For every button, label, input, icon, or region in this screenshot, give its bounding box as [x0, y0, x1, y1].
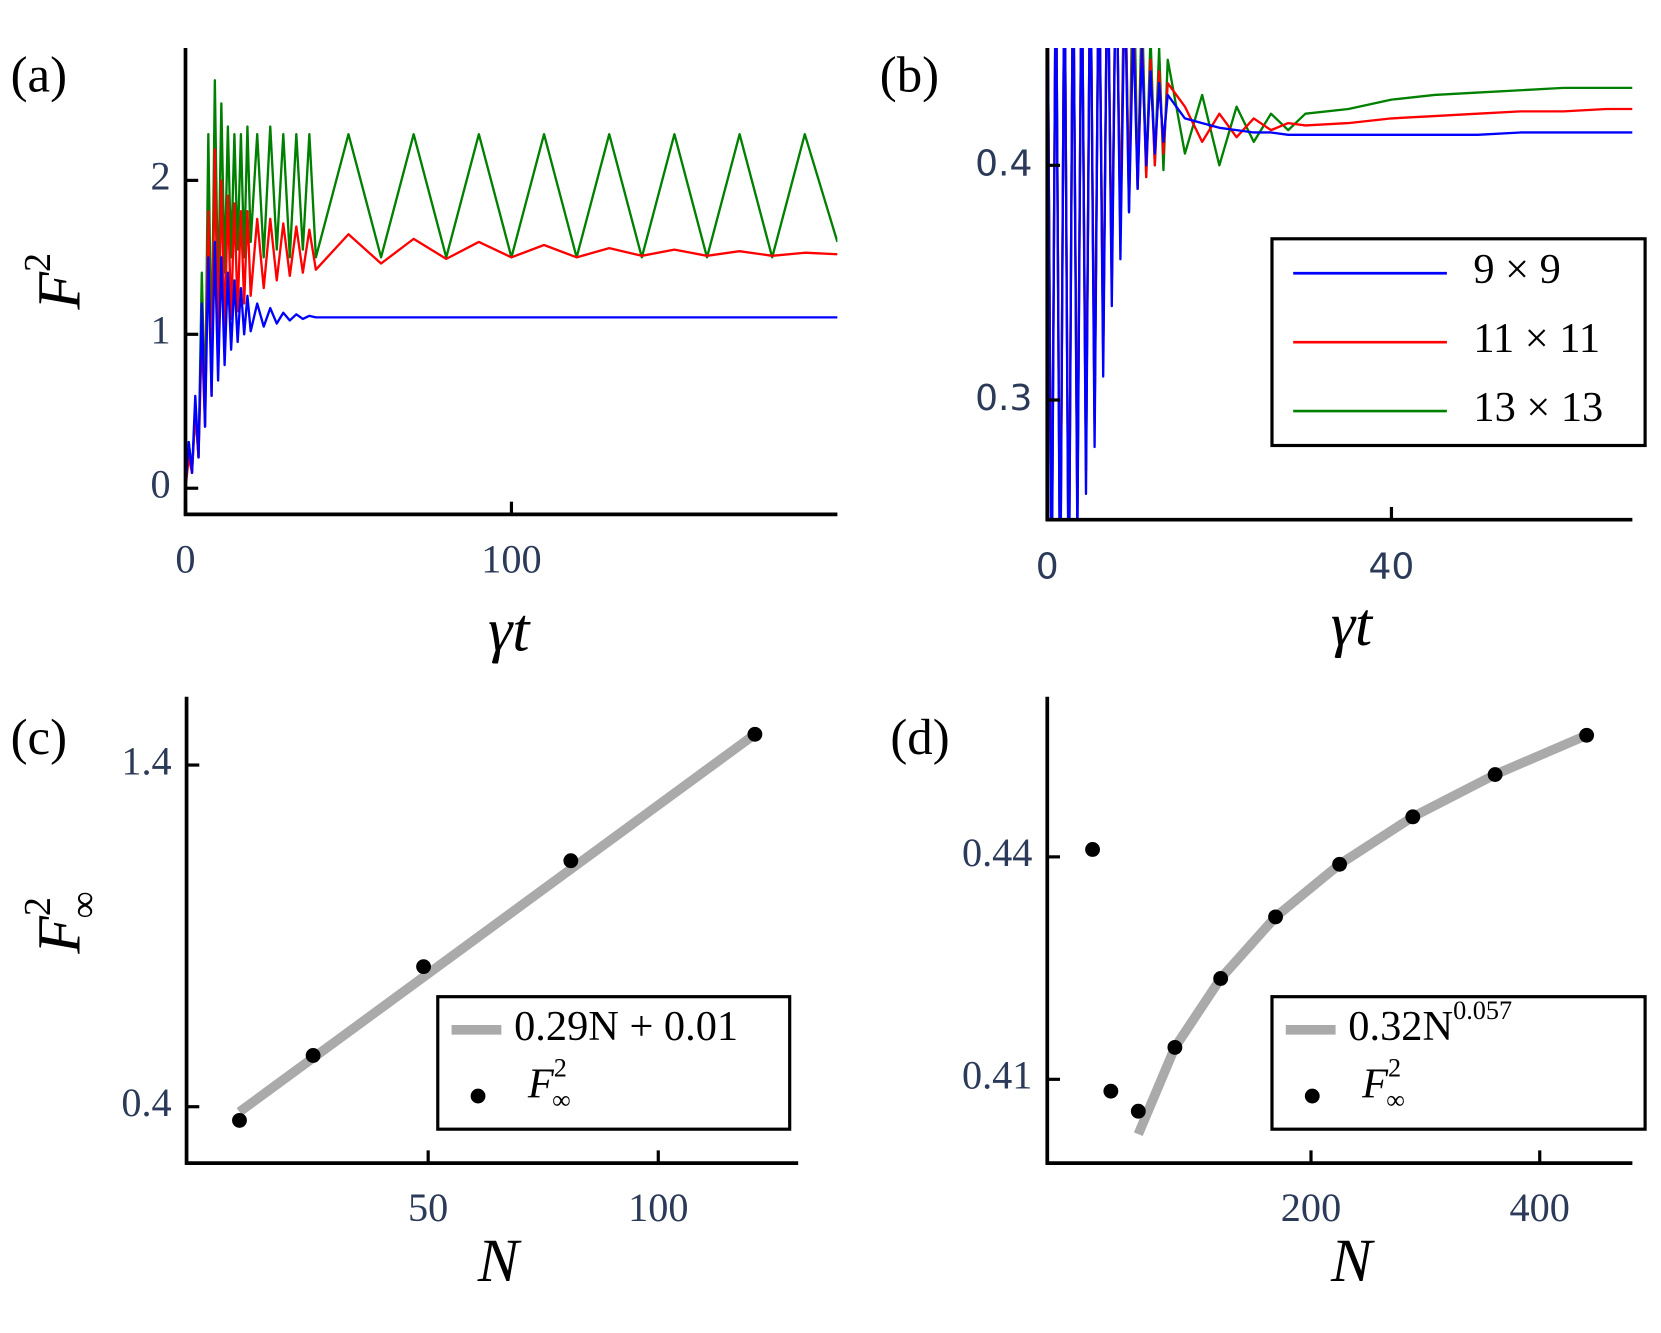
panel-label: (b) — [880, 47, 939, 103]
legend-label: 9 × 9 — [1473, 246, 1560, 293]
x-tick-label: 200 — [1281, 1185, 1341, 1230]
legend-swatch — [470, 1088, 486, 1104]
x-tick-label: 0 — [175, 536, 195, 581]
y-tick-label: 1.4 — [121, 738, 171, 783]
legend: 9 × 9 11 × 11 13 × 13 — [1270, 237, 1647, 448]
legend-box — [436, 995, 792, 1131]
y-tick-label: 0.44 — [962, 830, 1032, 875]
legend-label-sup: 2 — [1388, 1054, 1401, 1083]
y-axis-label-sup: 2 — [17, 253, 59, 272]
y-tick-label: 0.41 — [962, 1053, 1032, 1098]
fit-line — [236, 730, 758, 1116]
legend-label: 11 × 11 — [1473, 315, 1600, 362]
data-line — [185, 79, 838, 489]
legend-label: 13 × 13 — [1473, 384, 1603, 431]
x-tick-label: 0 — [1036, 546, 1059, 587]
legend-label-sup: 2 — [554, 1054, 567, 1083]
data-point — [1332, 856, 1348, 872]
data-line — [185, 148, 838, 489]
panel: 0 40 0.3 0.4 (b) γt 9 × 9 11 × 11 13 × 13 — [880, 47, 1647, 659]
data-point — [1579, 727, 1595, 743]
legend-swatch — [1304, 1088, 1320, 1104]
data-line — [185, 240, 838, 489]
y-tick-label: 0.3 — [975, 378, 1032, 419]
data-point — [416, 959, 431, 975]
data-point — [747, 726, 763, 742]
legend-label: F2 ∞ — [1361, 1054, 1405, 1115]
y-axis-label: F2 — [17, 253, 94, 311]
y-axis-label-main: F — [26, 915, 94, 955]
x-axis-label: N — [1330, 1227, 1375, 1295]
panel-label: (d) — [890, 710, 949, 766]
data-point — [1405, 809, 1421, 825]
x-tick-label: 100 — [481, 536, 541, 581]
legend-label: F2 ∞ — [527, 1054, 571, 1115]
x-tick-label: 40 — [1369, 546, 1415, 587]
legend-label-sub: ∞ — [552, 1085, 571, 1114]
legend-label: 0.29N + 0.01 — [514, 1003, 738, 1050]
legend-label-main: 0.29N + 0.01 — [514, 1003, 738, 1050]
x-axis-label: γt — [488, 596, 531, 664]
data-point — [1167, 1040, 1183, 1055]
panel-label: (c) — [11, 710, 67, 766]
legend-label-sub: ∞ — [1386, 1085, 1405, 1114]
data-point — [563, 853, 579, 869]
data-point — [1487, 767, 1503, 782]
data-line — [1047, 47, 1633, 520]
legend-label-main: 11 × 11 — [1473, 315, 1600, 362]
plot-area — [185, 79, 838, 489]
legend-label: 0.32N0.057 — [1348, 996, 1512, 1050]
data-point — [1103, 1083, 1119, 1099]
fit-line — [1133, 730, 1589, 1137]
data-point — [1213, 971, 1229, 986]
legend-box — [1270, 995, 1647, 1131]
legend-label-main: 0.32N — [1348, 1003, 1453, 1050]
data-point — [1085, 842, 1100, 857]
x-axis-label: N — [477, 1227, 522, 1295]
y-tick-label: 1 — [151, 308, 171, 353]
legend-label-sup: 0.057 — [1453, 996, 1512, 1025]
x-tick-label: 50 — [408, 1185, 448, 1230]
data-point — [305, 1048, 321, 1063]
y-tick-label: 0.4 — [975, 143, 1032, 184]
panel-label: (a) — [11, 47, 67, 103]
y-axis-label: F2 ∞ — [17, 891, 105, 954]
legend-label-main: F — [1361, 1060, 1389, 1107]
plot-area — [1133, 730, 1589, 1137]
legend-label-main: 13 × 13 — [1473, 384, 1603, 431]
plot-area — [1047, 47, 1633, 520]
x-axis-label: γt — [1331, 591, 1374, 659]
y-axis-label-main: F — [26, 271, 94, 311]
legend-label-main: F — [527, 1060, 555, 1107]
legend-label-main: 9 × 9 — [1473, 246, 1560, 293]
x-tick-label: 100 — [628, 1185, 688, 1230]
y-tick-label: 0.4 — [121, 1080, 171, 1125]
y-axis-label-sub: ∞ — [63, 891, 105, 918]
y-tick-label: 0 — [151, 461, 171, 506]
plot-area — [236, 730, 758, 1116]
x-tick-label: 400 — [1510, 1185, 1570, 1230]
data-point — [1268, 909, 1283, 925]
y-tick-label: 2 — [151, 154, 171, 199]
y-axis-label-sup: 2 — [17, 897, 59, 916]
data-point — [1130, 1103, 1146, 1119]
data-point — [232, 1112, 247, 1128]
